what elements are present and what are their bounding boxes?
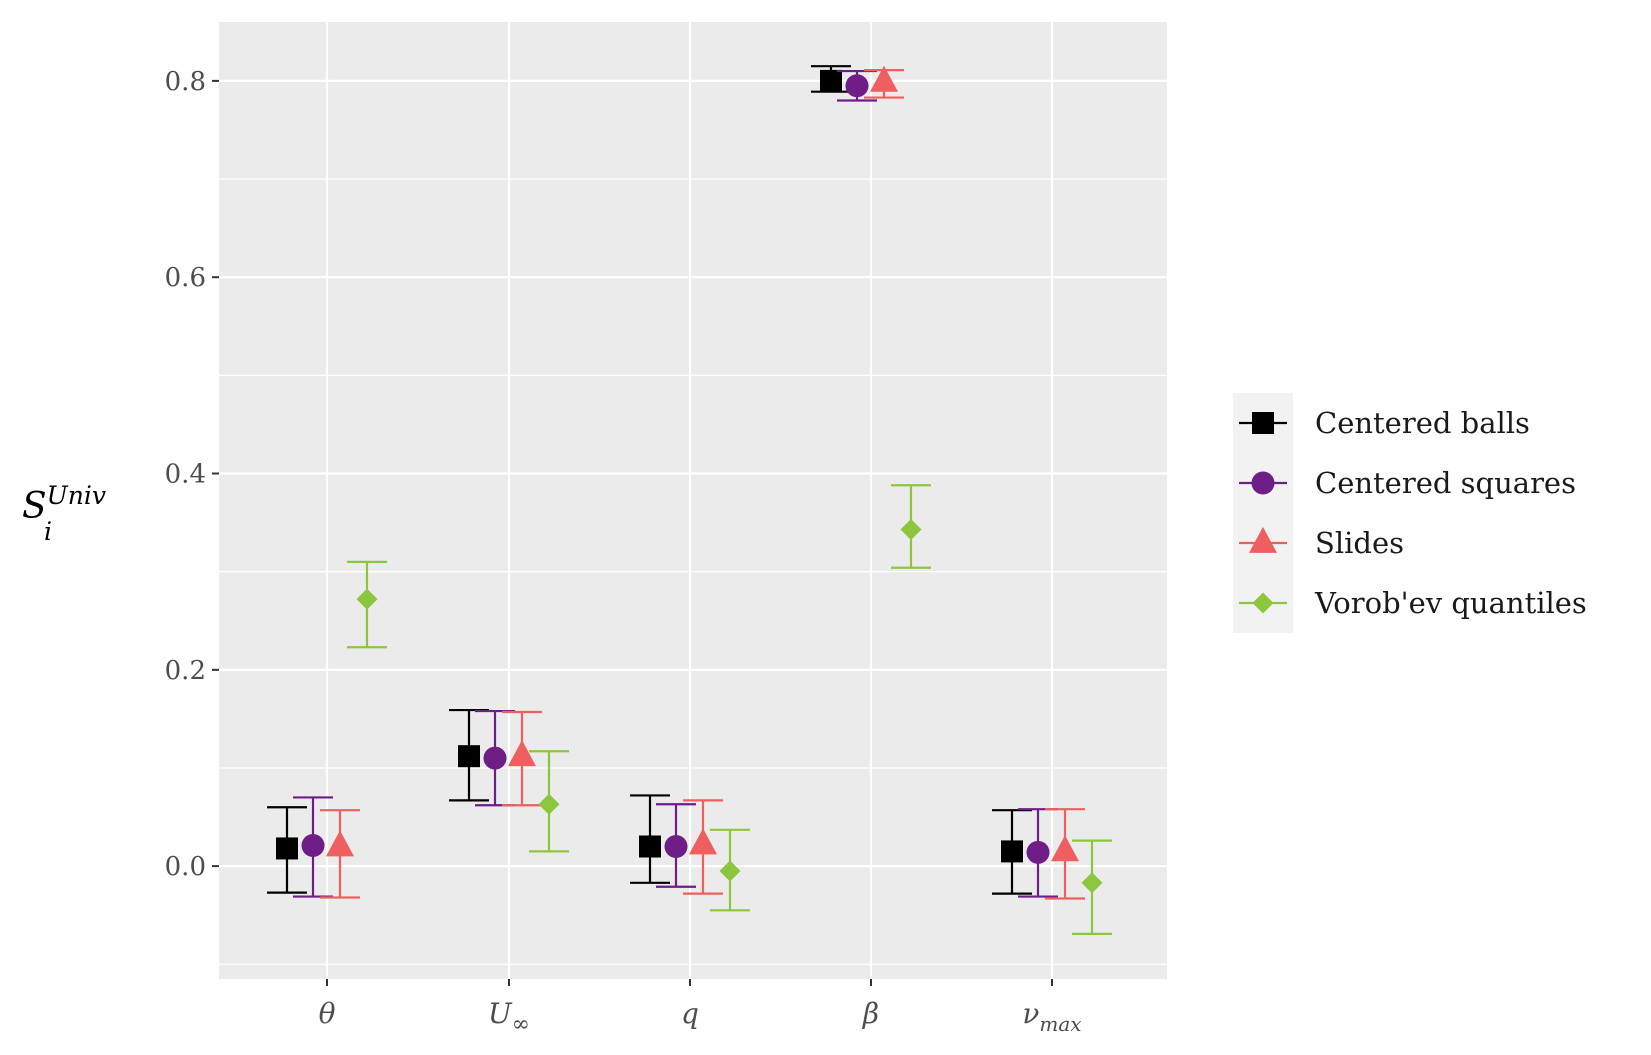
y-tick-label: 0.8 (165, 67, 206, 97)
data-point (1026, 840, 1050, 864)
data-point (900, 518, 922, 540)
data-point (845, 74, 869, 98)
data-point (538, 793, 560, 815)
data-series (267, 65, 1112, 935)
data-point (719, 860, 741, 882)
legend-item: Centered balls (1239, 406, 1530, 440)
y-tick-label: 0.4 (165, 460, 206, 490)
data-point (483, 746, 507, 770)
data-point (820, 69, 842, 92)
data-point (301, 834, 325, 858)
legend-label: Slides (1315, 526, 1404, 560)
x-tick-label: q (681, 997, 699, 1030)
legend-item: Slides (1239, 526, 1404, 560)
series-slides (320, 65, 1085, 900)
data-point (458, 745, 480, 768)
data-point (508, 740, 536, 767)
y-axis-label-superscript: Univ (47, 481, 106, 510)
data-point (1081, 872, 1103, 894)
legend-item: Vorob'ev quantiles (1239, 586, 1587, 620)
data-point (639, 835, 661, 858)
legend-label: Centered squares (1315, 466, 1576, 500)
legend-item: Centered squares (1239, 466, 1576, 500)
y-tick-label: 0.2 (165, 656, 206, 686)
major-gridlines (219, 22, 1167, 979)
legend-label: Centered balls (1315, 406, 1530, 440)
data-point (1051, 835, 1079, 862)
data-point (664, 834, 688, 858)
y-tick-label: 0.0 (165, 852, 206, 882)
legend-key-marker (1251, 471, 1275, 495)
data-point (870, 65, 898, 92)
plot-panel (219, 22, 1167, 979)
x-tick-label: νmax (1022, 997, 1081, 1036)
legend: Centered balls Centered squares Slides Voro… (1233, 393, 1587, 633)
x-tick-label: θ (319, 997, 336, 1030)
series-centered-squares (293, 69, 1058, 898)
y-tick-label: 0.6 (165, 263, 206, 293)
minor-gridlines (219, 178, 1167, 965)
x-tick-label: β (862, 997, 879, 1030)
data-point (276, 837, 298, 860)
legend-key-marker (1252, 592, 1274, 614)
series-vorob-ev-quantiles (347, 484, 1112, 935)
data-point (689, 828, 717, 855)
y-axis-label: SUniv i (22, 481, 106, 546)
y-axis: 0.0 0.2 0.4 0.6 0.8 (165, 67, 219, 882)
y-axis-label-subscript: i (44, 517, 52, 546)
data-point (1001, 840, 1023, 863)
legend-label: Vorob'ev quantiles (1314, 586, 1587, 620)
data-point (356, 588, 378, 610)
series-centered-balls (267, 65, 1032, 895)
legend-key-marker (1252, 412, 1274, 434)
y-axis-label-base: S (22, 486, 47, 527)
legend-key-marker (1249, 526, 1277, 553)
x-tick-label: U∞ (488, 997, 530, 1037)
data-point (326, 830, 354, 857)
x-axis: θ U∞ q β νmax (319, 979, 1082, 1037)
